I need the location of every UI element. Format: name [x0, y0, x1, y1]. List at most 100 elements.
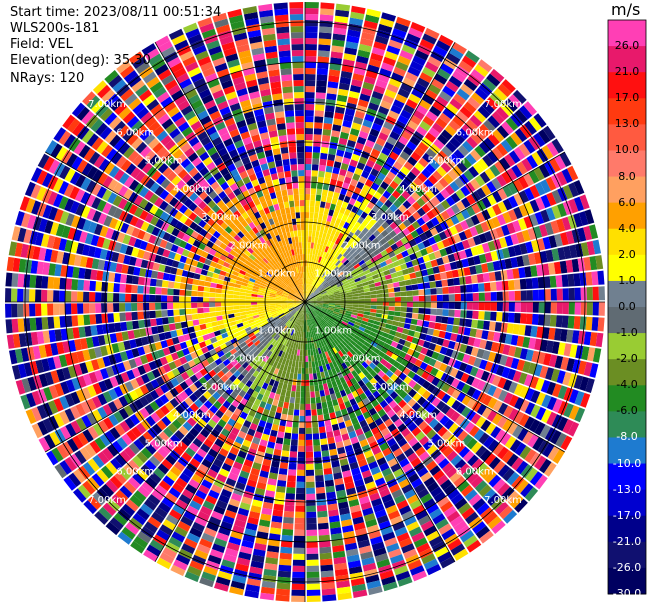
velocity-gate: [227, 290, 234, 295]
velocity-gate: [345, 261, 352, 268]
velocity-gate: [414, 416, 424, 427]
velocity-gate: [333, 556, 347, 565]
velocity-gate: [321, 588, 336, 596]
velocity-gate: [373, 382, 382, 391]
velocity-gate: [32, 345, 41, 360]
velocity-gate: [62, 252, 70, 265]
velocity-gate: [331, 333, 338, 340]
velocity-gate: [489, 92, 504, 106]
velocity-gate: [372, 337, 380, 344]
velocity-gate: [424, 414, 435, 425]
velocity-gate: [573, 375, 584, 390]
velocity-gate: [226, 362, 234, 371]
velocity-gate: [254, 319, 262, 324]
velocity-gate: [323, 467, 333, 475]
velocity-gate: [182, 233, 191, 243]
velocity-gate: [328, 307, 335, 310]
velocity-gate: [263, 427, 271, 436]
velocity-gate: [443, 483, 456, 496]
velocity-gate: [463, 78, 478, 92]
velocity-gate: [274, 497, 285, 505]
velocity-gate: [320, 152, 328, 160]
velocity-gate: [281, 358, 287, 365]
velocity-gate: [344, 287, 352, 291]
velocity-gate: [492, 478, 506, 492]
velocity-gate: [271, 287, 278, 292]
velocity-gate: [390, 341, 399, 348]
velocity-gate: [209, 302, 216, 307]
velocity-gate: [381, 265, 389, 272]
velocity-gate: [254, 542, 267, 551]
velocity-gate: [349, 159, 358, 168]
velocity-gate: [409, 565, 425, 576]
velocity-gate: [129, 494, 143, 508]
velocity-gate: [450, 515, 464, 528]
velocity-gate: [370, 270, 378, 276]
velocity-gate: [109, 475, 123, 489]
velocity-gate: [207, 433, 217, 443]
velocity-gate: [499, 354, 508, 366]
velocity-gate: [467, 237, 476, 248]
velocity-gate: [355, 428, 364, 437]
velocity-gate: [395, 16, 411, 27]
velocity-gate: [363, 341, 371, 348]
velocity-gate: [592, 239, 601, 255]
velocity-gate: [388, 251, 396, 258]
velocity-gate: [123, 405, 134, 417]
velocity-gate: [351, 153, 360, 162]
velocity-gate: [510, 132, 523, 146]
velocity-gate: [125, 284, 132, 293]
velocity-gate: [308, 236, 312, 243]
velocity-gate: [481, 101, 495, 115]
velocity-gate: [370, 256, 378, 263]
velocity-gate: [445, 141, 457, 153]
velocity-gate: [190, 259, 199, 267]
velocity-gate: [287, 300, 294, 302]
velocity-gate: [235, 455, 245, 465]
velocity-gate: [370, 294, 377, 299]
velocity-gate: [273, 503, 284, 511]
velocity-gate: [417, 396, 427, 406]
velocity-gate: [294, 403, 300, 410]
velocity-gate: [190, 351, 199, 360]
velocity-gate: [480, 466, 493, 480]
velocity-gate: [51, 447, 64, 463]
velocity-gate: [277, 321, 283, 327]
velocity-gate: [444, 263, 452, 272]
velocity-gate: [561, 168, 573, 184]
velocity-gate: [248, 409, 257, 418]
velocity-gate: [85, 194, 96, 207]
velocity-gate: [280, 316, 287, 321]
velocity-gate: [350, 241, 357, 249]
velocity-gate: [312, 318, 316, 324]
velocity-gate: [305, 349, 308, 356]
velocity-gate: [30, 167, 43, 183]
velocity-gate: [369, 492, 381, 502]
velocity-gate: [47, 316, 55, 329]
velocity-gate: [530, 404, 541, 418]
velocity-gate: [5, 319, 13, 334]
velocity-gate: [369, 218, 377, 226]
velocity-gate: [519, 105, 533, 120]
velocity-gate: [322, 295, 329, 299]
velocity-gate: [343, 195, 351, 204]
velocity-gate: [333, 275, 339, 281]
velocity-gate: [192, 521, 205, 533]
velocity-gate: [325, 220, 331, 228]
velocity-gate: [127, 330, 135, 340]
velocity-gate: [256, 372, 263, 380]
velocity-gate: [393, 248, 401, 256]
velocity-gate: [322, 302, 329, 305]
velocity-gate: [127, 477, 141, 490]
velocity-gate: [336, 149, 345, 157]
velocity-gate: [252, 288, 259, 292]
velocity-gate: [316, 303, 323, 306]
velocity-gate: [422, 33, 437, 45]
velocity-gate: [241, 377, 249, 385]
velocity-gate: [278, 468, 288, 475]
velocity-gate: [508, 195, 519, 208]
velocity-gate: [99, 433, 111, 447]
velocity-gate: [534, 421, 546, 436]
velocity-gate: [355, 266, 362, 272]
velocity-gate: [297, 319, 301, 326]
